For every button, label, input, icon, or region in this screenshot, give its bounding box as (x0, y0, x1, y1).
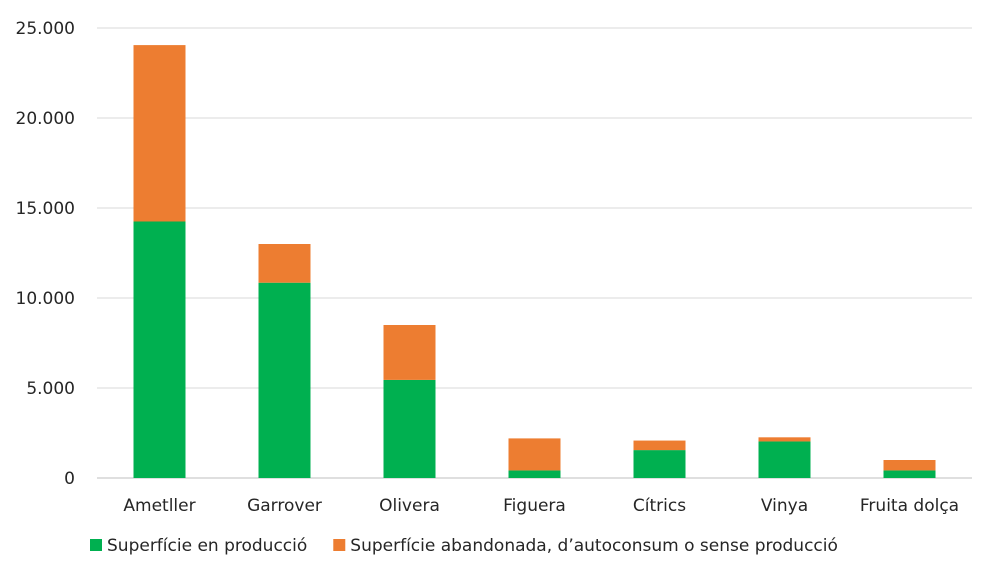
bar-produccio (258, 282, 311, 478)
bar-abandonada (258, 244, 311, 283)
legend-swatch (90, 539, 102, 551)
y-tick-label: 5.000 (26, 379, 75, 399)
x-tick-label: Vinya (761, 496, 808, 516)
legend-label: Superfície abandonada, d’autoconsum o se… (350, 536, 838, 556)
bar-produccio (883, 470, 936, 478)
y-tick-label: 15.000 (16, 199, 75, 219)
bar-abandonada (633, 440, 686, 451)
y-tick-label: 25.000 (16, 19, 75, 39)
legend-label: Superfície en producció (107, 536, 307, 556)
bar-abandonada (883, 460, 936, 471)
bar-abandonada (508, 438, 561, 471)
x-tick-label: Cítrics (633, 496, 686, 516)
bar-produccio (508, 470, 561, 478)
bar-abandonada (758, 437, 811, 442)
bars (133, 45, 936, 478)
x-tick-label: Garrover (247, 496, 322, 516)
y-tick-label: 20.000 (16, 109, 75, 129)
legend-swatch (333, 539, 346, 551)
y-axis-ticks: 0 5.000 10.000 15.000 20.000 25.000 (16, 19, 75, 489)
gridlines (97, 27, 972, 479)
x-tick-label: Olivera (379, 496, 440, 516)
y-tick-label: 10.000 (16, 289, 75, 309)
bar-produccio (383, 379, 436, 478)
legend: Superfície en producció Superfície abando… (90, 536, 838, 556)
x-axis-labels: Ametller Garrover Olivera Figuera Cítrics Vin… (123, 496, 959, 516)
bar-produccio (758, 441, 811, 478)
x-tick-label: Ametller (123, 496, 195, 516)
x-tick-label: Fruita dolça (860, 496, 959, 516)
bar-abandonada (133, 45, 186, 222)
bar-produccio (633, 450, 686, 478)
x-tick-label: Figuera (503, 496, 566, 516)
bar-produccio (133, 221, 186, 478)
bar-abandonada (383, 325, 436, 380)
y-tick-label: 0 (64, 469, 75, 489)
